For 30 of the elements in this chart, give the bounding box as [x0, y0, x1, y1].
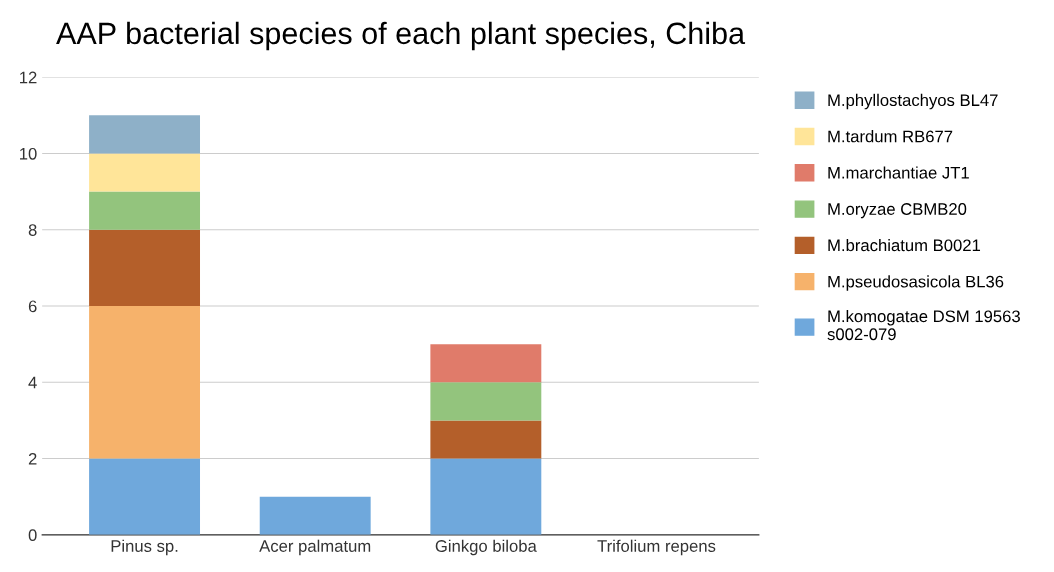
bar [89, 229, 201, 307]
y-tick-label: 2 [28, 452, 37, 465]
legend-label: M.phyllostachyos BL47 [828, 93, 998, 110]
x-tick-label: Acer palmatum [259, 539, 371, 556]
bar [89, 458, 201, 535]
legend-label: M.brachiatum B0021 [828, 238, 981, 252]
legend-label: M.oryzae CBMB20 [828, 203, 967, 219]
y-tick-label: 4 [28, 376, 37, 389]
x-tick-label: Trifolium repens [597, 539, 716, 556]
bar [89, 153, 201, 192]
x-tick-label: Pinus sp. [111, 539, 178, 556]
bar [89, 115, 201, 154]
chart-title: AAP bacterial species of each plant species, Chiba [56, 21, 746, 51]
bar [430, 344, 542, 383]
bar [89, 306, 201, 459]
bar [430, 458, 542, 535]
legend-label: M.marchantiae JT1 [828, 166, 969, 179]
legend-label: M.komogatae DSM 19563 s002-079 [827, 309, 1020, 341]
y-tick-label: 6 [28, 300, 37, 313]
y-tick-label: 12 [20, 71, 37, 84]
legend-label: M.pseudosasicola BL36 [828, 275, 1004, 291]
bar [430, 420, 542, 459]
bar [89, 191, 201, 230]
bar [259, 496, 371, 535]
x-tick-label: Ginkgo biloba [435, 539, 537, 556]
y-tick-label: 10 [20, 147, 37, 160]
y-tick-label: 8 [28, 224, 37, 236]
y-tick-label: 0 [28, 529, 37, 542]
bar [430, 382, 542, 421]
legend-label: M.tardum RB677 [828, 130, 953, 143]
